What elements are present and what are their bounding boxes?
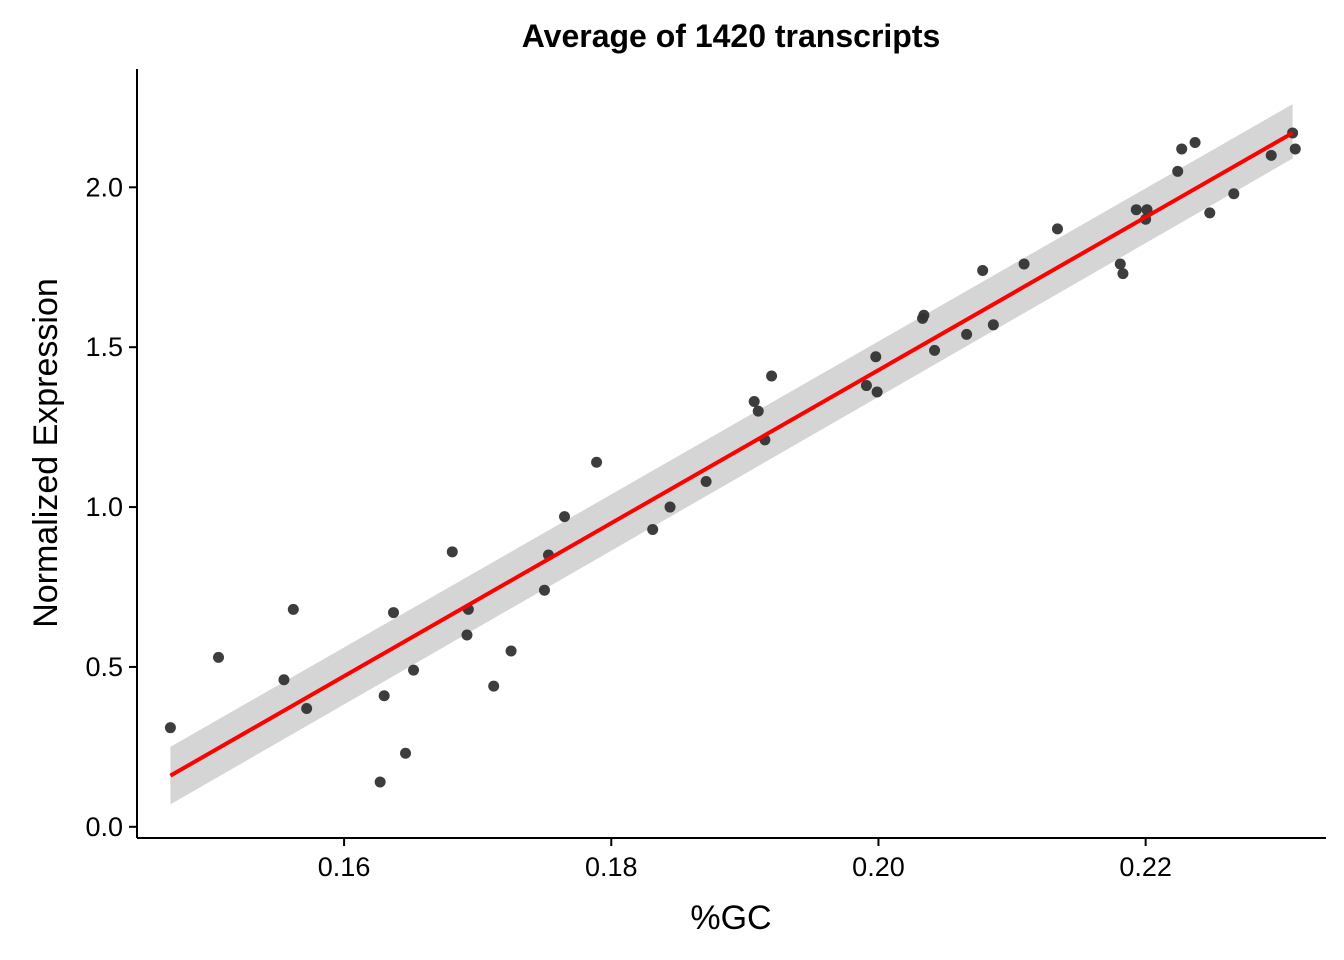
- data-point: [408, 664, 420, 676]
- y-tick-label: 0.0: [85, 812, 123, 842]
- data-point: [918, 309, 930, 321]
- data-point: [977, 264, 989, 276]
- data-point: [1204, 207, 1216, 219]
- data-point: [860, 380, 872, 392]
- data-point: [1172, 165, 1184, 177]
- y-axis-ticks: 0.0 0.5 1.0 1.5 2.0: [85, 172, 137, 842]
- data-point: [559, 511, 571, 523]
- data-point: [1289, 143, 1301, 155]
- data-point: [647, 523, 659, 535]
- data-point: [987, 319, 999, 331]
- data-point: [378, 690, 390, 702]
- data-point: [488, 680, 500, 692]
- data-point: [591, 456, 603, 468]
- data-point: [929, 344, 941, 356]
- y-tick-label: 1.5: [85, 332, 123, 362]
- data-point: [766, 370, 778, 382]
- data-point: [1114, 258, 1126, 270]
- data-point: [278, 674, 290, 686]
- y-tick-label: 1.0: [85, 492, 123, 522]
- data-point: [700, 475, 712, 487]
- x-tick-label: 0.22: [1119, 852, 1172, 882]
- data-point: [752, 405, 764, 417]
- data-point: [461, 629, 473, 641]
- data-point: [538, 584, 550, 596]
- y-tick-label: 0.5: [85, 652, 123, 682]
- x-axis-title: %GC: [690, 899, 771, 937]
- x-tick-label: 0.16: [318, 852, 371, 882]
- data-point: [1176, 143, 1188, 155]
- data-point: [400, 747, 412, 759]
- data-point: [212, 651, 224, 663]
- data-point: [664, 501, 676, 513]
- chart-title: Average of 1420 transcripts: [522, 18, 941, 54]
- data-point: [1189, 137, 1201, 149]
- x-tick-label: 0.20: [852, 852, 905, 882]
- x-axis-ticks: 0.16 0.18 0.20 0.22: [318, 838, 1172, 882]
- data-point: [446, 546, 458, 558]
- data-point: [164, 722, 176, 734]
- data-point: [870, 351, 882, 363]
- data-point: [1018, 258, 1030, 270]
- data-point: [287, 603, 299, 615]
- x-tick-label: 0.18: [585, 852, 638, 882]
- y-tick-label: 2.0: [85, 172, 123, 202]
- y-axis-title: Normalized Expression: [27, 278, 65, 628]
- data-point: [1130, 204, 1142, 216]
- plot-area: [164, 104, 1301, 805]
- regression-line: [169, 131, 1294, 778]
- data-point: [1051, 223, 1063, 235]
- data-point: [961, 328, 973, 340]
- data-point: [1265, 149, 1277, 161]
- data-point: [1228, 188, 1240, 200]
- data-point: [871, 386, 883, 398]
- data-point: [388, 607, 400, 619]
- data-point: [374, 776, 386, 788]
- data-point: [748, 396, 760, 408]
- data-point: [1117, 268, 1129, 280]
- data-point: [505, 645, 517, 657]
- data-point: [301, 703, 313, 715]
- data-point: [1141, 204, 1153, 216]
